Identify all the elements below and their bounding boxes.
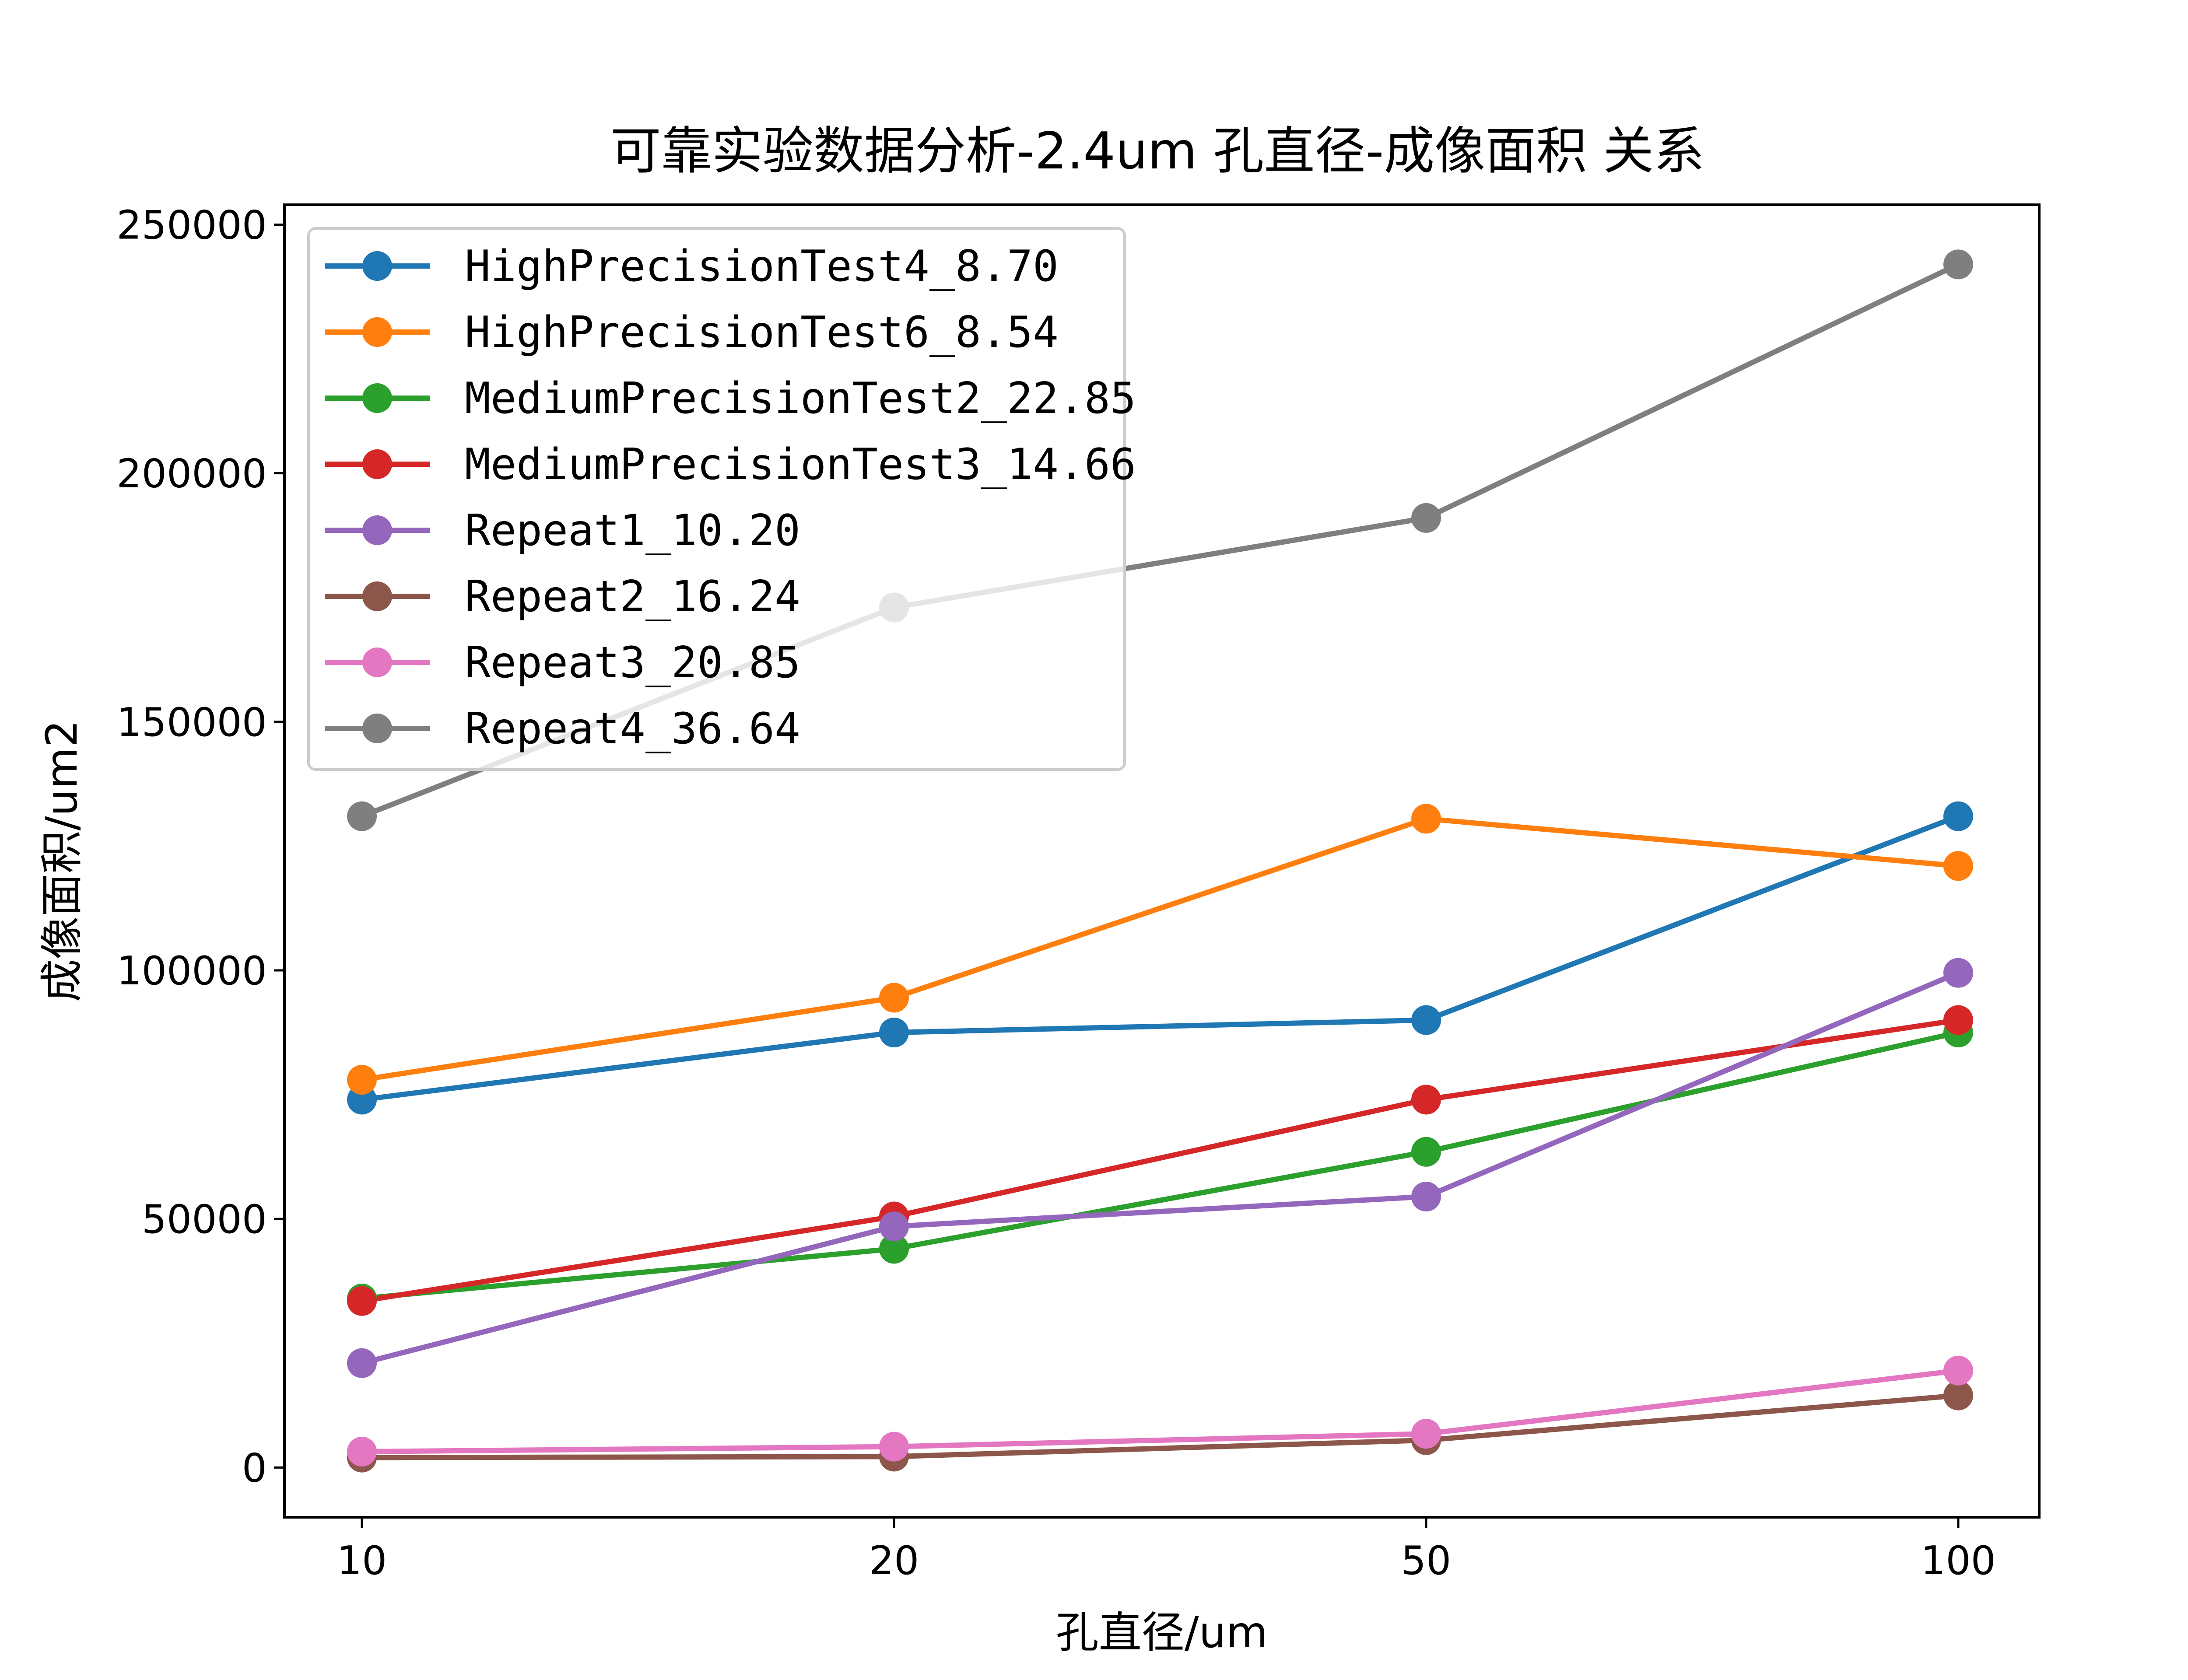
series-line [361, 1017, 1959, 1304]
data-point [1943, 1380, 1973, 1410]
data-point [879, 1211, 909, 1242]
legend-label: Repeat2_16.24 [465, 572, 800, 622]
x-tick-label: 20 [869, 1538, 919, 1584]
series-line [361, 1368, 1959, 1454]
y-tick-label: 200000 [116, 451, 267, 497]
data-point [1943, 851, 1973, 881]
y-tick-label: 50000 [142, 1197, 267, 1242]
chart-title: 可靠实验数据分析-2.4um 孔直径-成像面积 关系 [610, 122, 1704, 181]
legend-marker [362, 714, 392, 743]
legend-label: MediumPrecisionTest3_14.66 [465, 440, 1136, 490]
legend: HighPrecisionTest4_8.70 HighPrecisionTest… [307, 227, 1136, 771]
data-point [347, 801, 377, 831]
data-point [1943, 1005, 1973, 1035]
y-axis-label: 成像面积/um2 [37, 720, 87, 1002]
y-tick-label: 250000 [116, 202, 267, 248]
x-axis-label: 孔直径/um [1056, 1608, 1268, 1658]
legend-marker [362, 251, 392, 281]
x-tick-label: 100 [1921, 1538, 1996, 1584]
series-line [361, 1393, 1959, 1460]
data-point [347, 1286, 377, 1316]
legend-marker [362, 317, 392, 347]
data-point [1411, 1085, 1441, 1115]
legend-label: HighPrecisionTest6_8.54 [465, 308, 1059, 357]
legend-marker [362, 648, 392, 677]
x-axis-ticks: 10 20 50 100 [337, 1517, 1996, 1584]
data-point [1411, 1419, 1441, 1449]
legend-marker [362, 383, 392, 413]
y-tick-label: 150000 [116, 700, 267, 746]
data-point [1411, 804, 1441, 834]
series-line [361, 970, 1960, 1366]
legend-marker [362, 449, 392, 479]
y-tick-label: 0 [242, 1445, 267, 1491]
data-point [1411, 1182, 1441, 1212]
data-point [1411, 1137, 1441, 1167]
legend-marker [362, 515, 392, 545]
data-point [1411, 1005, 1441, 1035]
legend-label: Repeat4_36.64 [465, 704, 800, 754]
data-point [879, 1018, 909, 1048]
legend-marker [362, 581, 392, 611]
data-point [1943, 1355, 1973, 1386]
legend-label: Repeat3_20.85 [465, 638, 800, 688]
data-point [1411, 503, 1441, 533]
legend-label: HighPrecisionTest4_8.70 [465, 242, 1059, 291]
data-point [1943, 801, 1973, 831]
data-point [1943, 249, 1973, 280]
x-tick-label: 10 [337, 1538, 387, 1584]
data-point [347, 1348, 377, 1378]
data-point [347, 1437, 377, 1466]
plot-frame [283, 203, 2041, 1519]
legend-label: Repeat1_10.20 [465, 506, 800, 556]
legend-box [307, 227, 1126, 771]
data-point [1943, 958, 1973, 988]
data-point [879, 1432, 909, 1462]
y-axis-ticks: 0 50000 100000 150000 200000 250000 [116, 202, 284, 1491]
data-point [347, 1065, 377, 1095]
series-line [361, 1030, 1959, 1301]
legend-label: MediumPrecisionTest2_22.85 [465, 374, 1136, 424]
series-line [361, 814, 1960, 1102]
x-tick-label: 50 [1401, 1538, 1452, 1584]
series-line [361, 816, 1959, 1082]
data-point [879, 983, 909, 1013]
data-point [879, 1234, 909, 1264]
y-tick-label: 100000 [116, 948, 267, 994]
